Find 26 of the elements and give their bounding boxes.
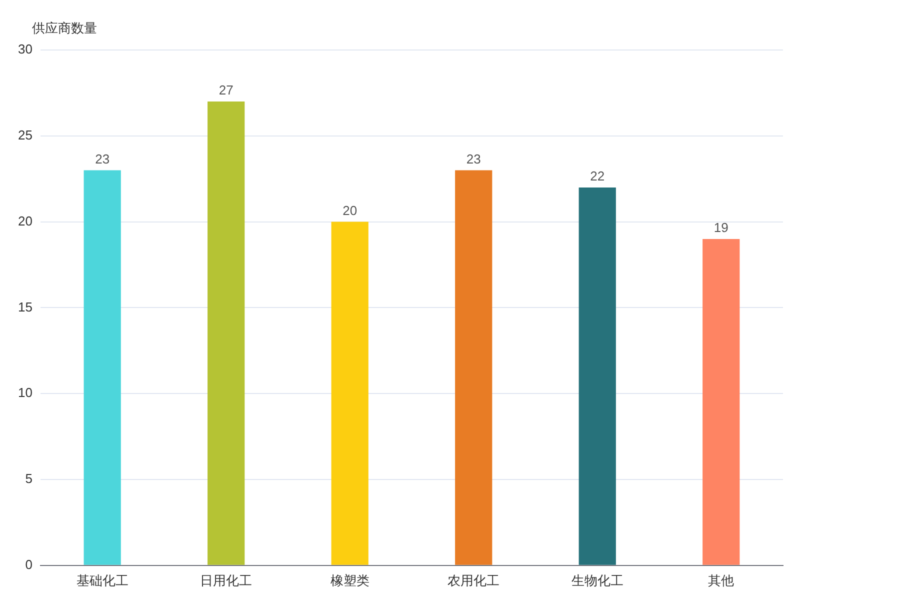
x-tick-label: 其他 bbox=[708, 572, 734, 588]
data-label: 23 bbox=[466, 151, 481, 166]
y-tick-label: 10 bbox=[18, 385, 32, 400]
bar bbox=[455, 170, 492, 565]
y-tick-label: 0 bbox=[25, 556, 32, 572]
y-tick-label: 30 bbox=[18, 42, 32, 57]
bar bbox=[208, 102, 245, 565]
y-tick-label: 15 bbox=[18, 299, 32, 314]
y-tick-label: 25 bbox=[18, 127, 32, 142]
data-label: 19 bbox=[714, 220, 728, 236]
bar bbox=[331, 222, 368, 565]
x-tick-label: 基础化工 bbox=[76, 572, 128, 588]
y-axis-title: 供应商数量 bbox=[32, 20, 97, 36]
x-tick-label: 日用化工 bbox=[200, 572, 252, 588]
y-tick-label: 20 bbox=[18, 213, 32, 228]
y-tick-label: 5 bbox=[25, 471, 32, 486]
x-tick-label: 橡塑类 bbox=[330, 572, 370, 588]
data-label: 20 bbox=[342, 202, 358, 218]
bar bbox=[84, 170, 121, 565]
bar bbox=[702, 238, 740, 565]
bar bbox=[578, 187, 616, 565]
data-label: 22 bbox=[590, 168, 605, 184]
x-tick-label: 生物化工 bbox=[571, 572, 624, 588]
data-label: 27 bbox=[218, 82, 234, 98]
x-tick-label: 农用化工 bbox=[448, 572, 500, 588]
data-label: 23 bbox=[95, 151, 110, 166]
